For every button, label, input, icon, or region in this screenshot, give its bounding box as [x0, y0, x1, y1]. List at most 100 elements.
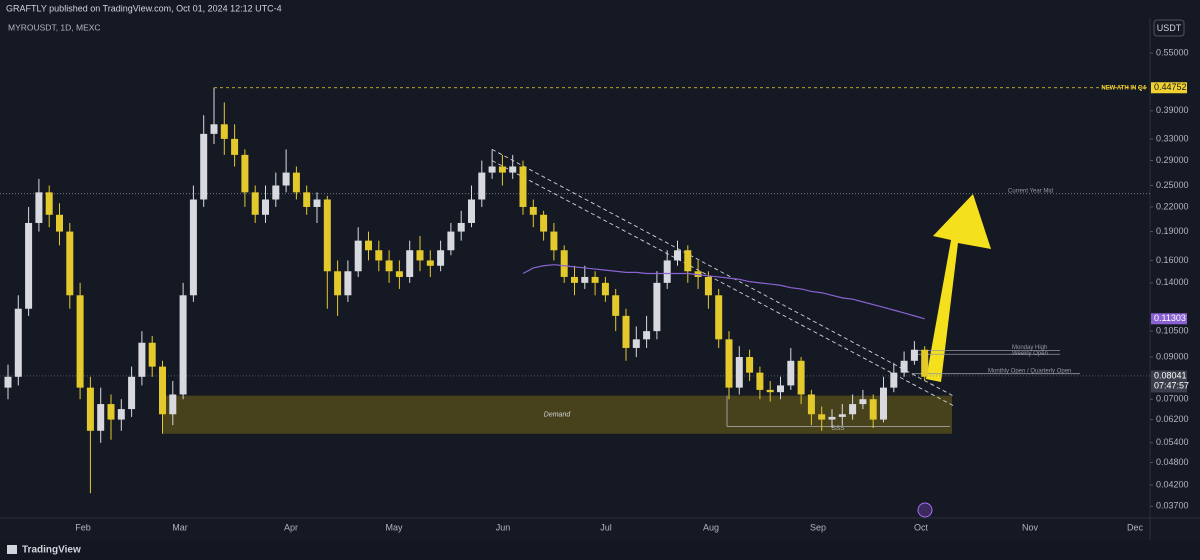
y-tick-label: 0.10500	[1156, 326, 1189, 336]
candle-body	[334, 271, 342, 296]
x-tick-label: Apr	[284, 522, 298, 532]
candle-body	[684, 250, 692, 272]
x-tick-label: Jul	[600, 522, 612, 532]
price-label: 0.11303	[1154, 313, 1186, 323]
candle-body	[869, 399, 877, 420]
candle-body	[128, 376, 136, 410]
x-tick-label: Jun	[496, 522, 511, 532]
y-tick-label: 0.33000	[1156, 133, 1189, 143]
y-tick-label: 0.04800	[1156, 457, 1189, 467]
candle-body	[159, 366, 166, 415]
candle-body	[498, 166, 506, 173]
candle-body	[910, 349, 918, 361]
candle-body	[416, 250, 424, 261]
candle-body	[828, 416, 836, 420]
x-tick-label: Oct	[914, 522, 929, 532]
candle-body	[838, 414, 846, 417]
candle-body	[169, 394, 177, 415]
candle-body	[663, 260, 671, 283]
candle-body	[354, 240, 362, 272]
candle-body	[303, 192, 311, 207]
y-tick-label: 0.04200	[1156, 479, 1189, 489]
candle-body	[272, 185, 280, 200]
candle-body	[251, 192, 259, 215]
candle-body	[86, 387, 94, 431]
y-tick-label: 0.06200	[1156, 414, 1189, 424]
candle-body	[4, 376, 12, 388]
candle-body	[97, 404, 105, 431]
price-label-box	[1151, 370, 1187, 393]
candle-body	[900, 360, 908, 373]
y-tick-label: 0.22000	[1156, 201, 1189, 211]
candle-body	[612, 295, 620, 316]
candle-body	[323, 199, 331, 272]
y-tick-label: 0.09000	[1156, 351, 1189, 361]
candle-body	[807, 394, 815, 415]
arrow	[926, 194, 991, 382]
candle-body	[25, 222, 33, 309]
candle-body	[704, 276, 712, 296]
candle-body	[581, 276, 589, 283]
candle-body	[591, 276, 599, 283]
candle-body	[220, 124, 228, 139]
candle-body	[550, 231, 558, 251]
candle-body	[787, 360, 795, 386]
candle-body	[622, 315, 630, 348]
y-tick-label: 0.29000	[1156, 155, 1189, 165]
countdown: 07:47:57	[1154, 380, 1189, 390]
publisher: GRAFTLY published on TradingView.com, Oc…	[6, 3, 282, 13]
candle-body	[921, 349, 929, 377]
moving-average	[522, 264, 925, 320]
sss-label: SSS	[831, 425, 845, 432]
candle-body	[14, 308, 22, 377]
candle-body	[138, 342, 146, 377]
y-tick-label: 0.07000	[1156, 394, 1189, 404]
price-label: 0.08041	[1154, 370, 1187, 380]
candle-body	[715, 295, 723, 340]
candle-body	[478, 172, 486, 200]
y-tick-label: 0.16000	[1156, 255, 1189, 265]
candle-body	[262, 199, 269, 215]
level-label: Weekly Open	[1012, 351, 1048, 357]
x-tick-label: Aug	[703, 522, 719, 532]
footer-bar	[0, 540, 1200, 560]
candle-body	[560, 250, 568, 277]
symbol-title: MYROUSDT, 1D, MEXC	[8, 22, 101, 32]
x-tick-label: Nov	[1022, 522, 1039, 532]
brand: TradingView	[22, 545, 81, 556]
candle-body	[117, 409, 125, 420]
y-tick-label: 0.39000	[1156, 105, 1189, 115]
candle-body	[890, 372, 898, 388]
candle-body	[632, 339, 640, 348]
candle-body	[426, 260, 434, 266]
candle-body	[674, 250, 681, 261]
zone-label: Demand	[544, 412, 572, 419]
currency-box	[1153, 19, 1185, 37]
candle-body	[756, 372, 764, 390]
candle-body	[735, 357, 743, 388]
price-label: 0.44752	[1154, 82, 1187, 92]
level-label: Monday High	[1012, 345, 1047, 351]
y-tick-label: 0.55000	[1156, 48, 1189, 58]
candle-body	[56, 214, 63, 232]
candle-body	[859, 399, 867, 405]
y-tick-label: 0.03700	[1156, 501, 1189, 511]
candle-body	[179, 295, 187, 395]
candle-body	[488, 166, 496, 173]
candle-body	[571, 276, 578, 283]
candle-body	[519, 166, 527, 207]
candle-body	[643, 331, 651, 340]
level-label: Current Year Mid	[1008, 188, 1053, 194]
candle-body	[241, 154, 249, 193]
candle-body	[282, 172, 290, 186]
candle-body	[457, 222, 465, 232]
brand-logo	[7, 545, 17, 554]
price-label-box	[1151, 82, 1187, 94]
y-tick-label: 0.25000	[1156, 180, 1189, 190]
y-tick-label: 0.05400	[1156, 437, 1189, 447]
candle-body	[292, 172, 300, 193]
candle-body	[45, 192, 53, 215]
candle-body	[107, 404, 115, 420]
